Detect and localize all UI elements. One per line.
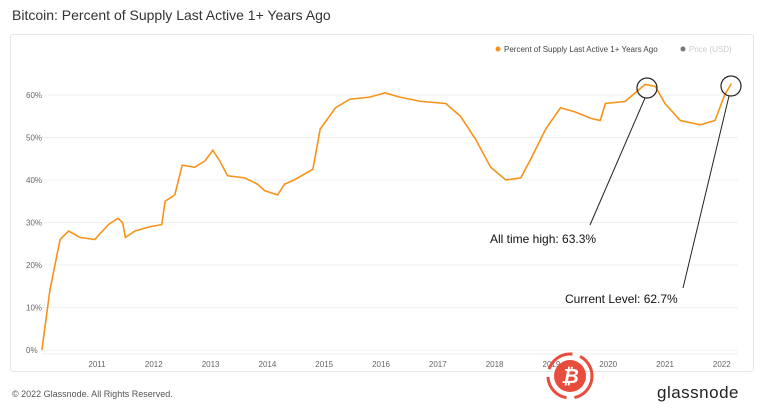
annotation-line: [589, 97, 646, 226]
x-tick-label: 2013: [202, 360, 220, 369]
x-tick-label: 2018: [486, 360, 504, 369]
annotation-circle: [636, 77, 658, 99]
chart-card: [10, 34, 754, 372]
glassnode-logo: glassnode: [657, 383, 740, 402]
x-tick-label: 2022: [713, 360, 731, 369]
x-tick-label: 2012: [145, 360, 163, 369]
legend-label: Price (USD): [689, 45, 732, 54]
x-tick-label: 2020: [599, 360, 617, 369]
x-tick-label: 2021: [656, 360, 674, 369]
legend-marker: [680, 46, 686, 52]
annotation-circle: [720, 75, 742, 97]
legend-marker: [495, 46, 501, 52]
y-tick-label: 10%: [26, 304, 42, 313]
y-tick-label: 20%: [26, 261, 42, 270]
bitcoin-symbol: ₿: [561, 366, 579, 388]
chart-title: Bitcoin: Percent of Supply Last Active 1…: [12, 7, 331, 23]
legend-label: Percent of Supply Last Active 1+ Years A…: [504, 45, 658, 54]
x-tick-label: 2011: [88, 360, 106, 369]
y-tick-label: 40%: [26, 176, 42, 185]
x-tick-label: 2015: [315, 360, 333, 369]
x-tick-label: 2016: [372, 360, 390, 369]
x-tick-label: 2014: [259, 360, 277, 369]
annotation-label: Current Level: 62.7%: [565, 292, 678, 306]
series-line: [41, 83, 733, 351]
copyright: © 2022 Glassnode. All Rights Reserved.: [12, 389, 173, 399]
bitcoin-watermark-ring: [546, 352, 594, 400]
annotation-label: All time high: 63.3%: [490, 232, 596, 246]
y-tick-label: 60%: [26, 91, 42, 100]
y-tick-label: 30%: [26, 219, 42, 228]
x-tick-label: 2017: [429, 360, 447, 369]
annotation-line: [682, 95, 730, 289]
bitcoin-watermark-icon: [554, 360, 586, 392]
y-tick-label: 50%: [26, 134, 42, 143]
y-tick-label: 0%: [26, 346, 38, 355]
